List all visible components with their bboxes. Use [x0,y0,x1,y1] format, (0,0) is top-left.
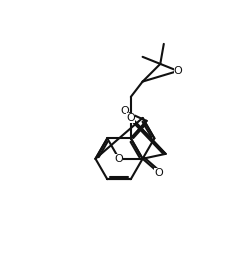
Text: O: O [115,154,124,164]
Text: O: O [121,106,129,116]
Text: O: O [154,168,163,178]
Text: O: O [174,66,182,76]
Text: O: O [126,113,135,123]
